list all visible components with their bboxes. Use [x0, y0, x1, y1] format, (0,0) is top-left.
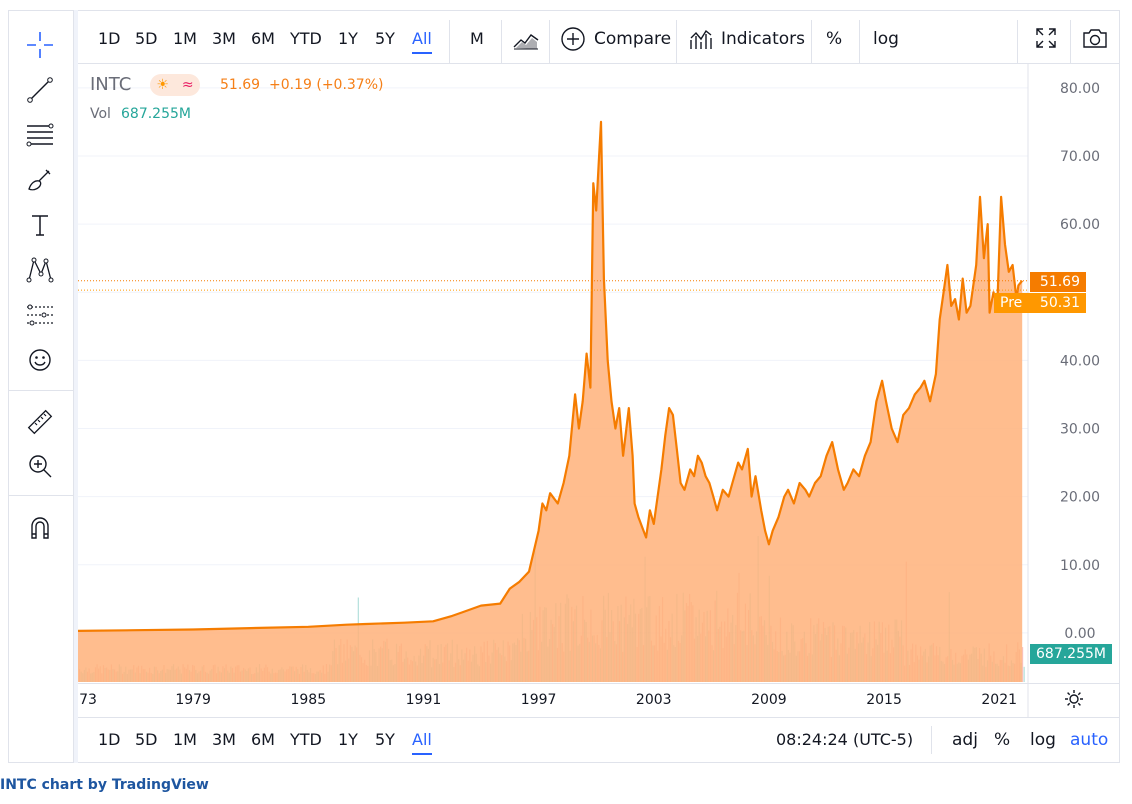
last-price-value: 51.69 — [1039, 274, 1080, 290]
legend-volume-value: 687.255M — [121, 106, 191, 122]
chart-type-icon[interactable] — [512, 27, 540, 55]
bottom-timeframe-5d[interactable]: 5D — [135, 730, 158, 749]
text-tool-icon[interactable] — [22, 207, 58, 243]
y-tick-label: 80.00 — [1060, 81, 1100, 97]
x-tick-label: 2009 — [751, 692, 787, 708]
attribution-symbol: INTC — [0, 777, 37, 793]
compare-plus-icon[interactable] — [560, 26, 586, 56]
y-tick-label: 30.00 — [1060, 422, 1100, 438]
sun-icon: ☀ — [156, 77, 169, 93]
zoom-in-icon[interactable] — [22, 448, 58, 484]
volume-bar — [1023, 666, 1025, 682]
volume-tag-value: 687.255M — [1036, 646, 1106, 662]
magnet-icon[interactable] — [22, 510, 58, 546]
top-toolbar: 1D 5D 1M 3M 6M YTD 1Y 5Y All M Compare I… — [78, 10, 1120, 64]
bottom-timeframe-1d[interactable]: 1D — [98, 730, 121, 749]
legend-volume-label: Vol — [90, 106, 111, 122]
bottom-toolbar: 1D 5D 1M 3M 6M YTD 1Y 5Y All 08:24:24 (U… — [78, 717, 1120, 763]
legend-last-price: 51.69 — [220, 77, 261, 93]
legend-symbol: INTC — [90, 74, 132, 95]
auto-scale-button[interactable]: auto — [1070, 730, 1109, 750]
y-tick-label: 10.00 — [1060, 558, 1100, 574]
percent-scale-button[interactable]: % — [826, 29, 843, 49]
crosshair-icon[interactable] — [22, 27, 58, 63]
toolbar-gutter — [74, 10, 78, 763]
bottom-percent-button[interactable]: % — [994, 730, 1011, 750]
wave-icon: ≈ — [181, 77, 194, 93]
bottom-timeframe-1y[interactable]: 1Y — [338, 730, 358, 749]
x-tick-label: 1985 — [290, 692, 326, 708]
attribution-text: chart by TradingView — [36, 777, 209, 793]
timeframe-ytd[interactable]: YTD — [290, 29, 322, 48]
timeframe-all[interactable]: All — [412, 29, 432, 54]
last-price-tag: 51.69 — [1030, 272, 1086, 292]
pattern-icon[interactable] — [22, 252, 58, 288]
y-tick-label: 60.00 — [1060, 217, 1100, 233]
chart-frame — [8, 10, 1120, 763]
bottom-timeframe-3m[interactable]: 3M — [212, 730, 236, 749]
fullscreen-icon[interactable] — [1034, 26, 1058, 54]
prediction-icon[interactable] — [22, 297, 58, 333]
time-axis[interactable]: 73 1979 1985 1991 1997 2003 2009 2015 2021 — [78, 683, 1120, 717]
volume-tag: 687.255M — [1030, 644, 1112, 664]
y-tick-label: 0.00 — [1064, 626, 1095, 642]
y-tick-label: 70.00 — [1060, 149, 1100, 165]
chart-area[interactable]: 0.00 10.00 20.00 30.00 40.00 60.00 70.00 80.00 … — [78, 64, 1120, 717]
x-tick-label: 1997 — [521, 692, 557, 708]
x-tick-label: 2003 — [636, 692, 672, 708]
price-area — [78, 121, 1023, 682]
compare-button[interactable]: Compare — [594, 29, 672, 49]
clock-timezone[interactable]: 08:24:24 (UTC-5) — [776, 730, 914, 749]
premarket-price-tag: Pre 50.31 — [994, 293, 1086, 313]
y-tick-label: 40.00 — [1060, 353, 1100, 369]
x-tick-label: 1991 — [406, 692, 442, 708]
drawing-toolbar — [8, 10, 74, 763]
bottom-timeframe-1m[interactable]: 1M — [173, 730, 197, 749]
timeframe-1m[interactable]: 1M — [173, 29, 197, 48]
x-tick-label: 1979 — [175, 692, 211, 708]
volume-bar — [1021, 647, 1024, 682]
legend-change: +0.19 (+0.37%) — [269, 77, 384, 93]
timeframe-5y[interactable]: 5Y — [375, 29, 395, 48]
timeframe-1d[interactable]: 1D — [98, 29, 121, 48]
interval-button[interactable]: M — [470, 29, 484, 48]
bottom-timeframe-5y[interactable]: 5Y — [375, 730, 395, 749]
indicators-icon[interactable] — [688, 26, 714, 56]
premarket-value: 50.31 — [1039, 295, 1080, 311]
tradingview-attribution-link[interactable]: INTC chart by TradingView — [0, 777, 209, 793]
indicators-button[interactable]: Indicators — [721, 29, 805, 49]
x-tick-label: 2021 — [981, 692, 1017, 708]
bottom-timeframe-6m[interactable]: 6M — [251, 730, 275, 749]
timeframe-6m[interactable]: 6M — [251, 29, 275, 48]
brush-icon[interactable] — [22, 162, 58, 198]
price-chart[interactable]: 0.00 10.00 20.00 30.00 40.00 60.00 70.00 80.00 — [78, 64, 1120, 684]
x-tick-label: 73 — [79, 692, 97, 708]
timeframe-1y[interactable]: 1Y — [338, 29, 358, 48]
legend-price: 51.69 +0.19 (+0.37%) — [220, 77, 383, 93]
log-scale-button[interactable]: log — [873, 29, 899, 49]
bottom-timeframe-all[interactable]: All — [412, 730, 432, 755]
x-tick-label: 2015 — [866, 692, 902, 708]
ruler-icon[interactable] — [22, 404, 58, 440]
fib-retracement-icon[interactable] — [22, 117, 58, 153]
timeframe-5d[interactable]: 5D — [135, 29, 158, 48]
timeframe-3m[interactable]: 3M — [212, 29, 236, 48]
trend-line-icon[interactable] — [22, 72, 58, 108]
market-status-badge[interactable]: ☀ ≈ — [150, 74, 200, 96]
settings-gear-icon[interactable] — [1063, 688, 1085, 714]
bottom-log-button[interactable]: log — [1030, 730, 1056, 750]
premarket-label: Pre — [1000, 295, 1023, 311]
emoji-icon[interactable] — [22, 342, 58, 378]
adjust-button[interactable]: adj — [952, 730, 978, 750]
bottom-timeframe-ytd[interactable]: YTD — [290, 730, 322, 749]
price-line — [78, 120, 1024, 632]
camera-icon[interactable] — [1081, 26, 1109, 54]
y-tick-label: 20.00 — [1060, 490, 1100, 506]
